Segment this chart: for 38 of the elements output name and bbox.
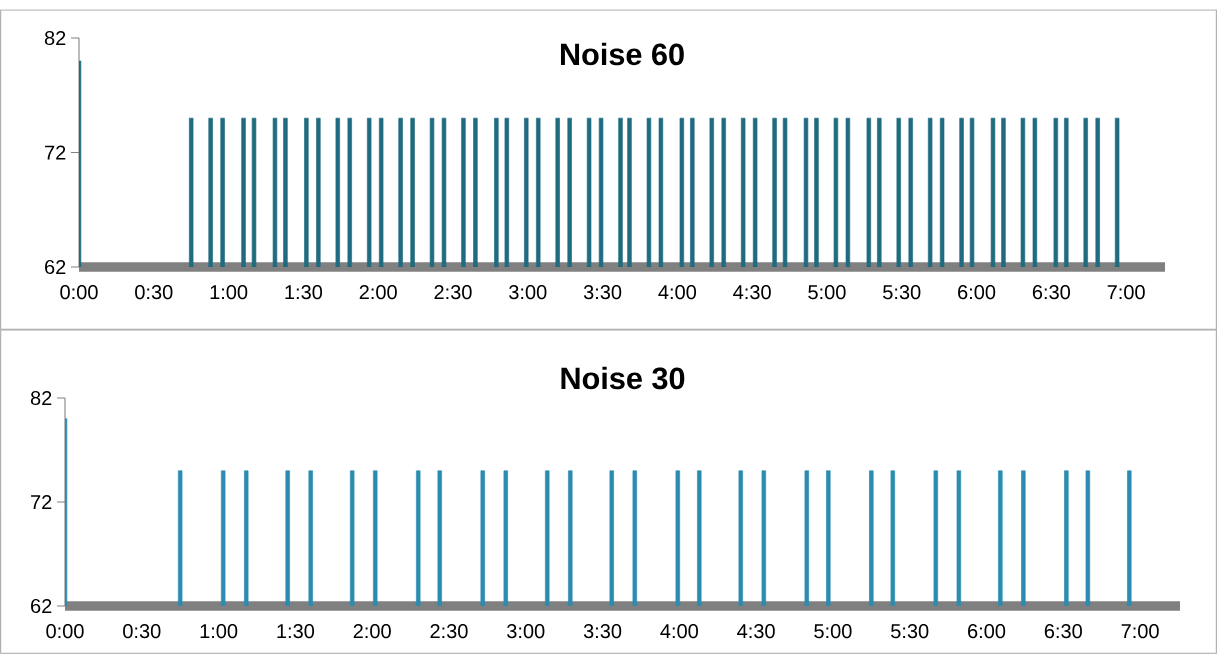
x-tick-label: 5:30	[891, 624, 929, 639]
x-tick-label: 4:00	[658, 285, 697, 300]
y-tick-label: 82	[44, 30, 66, 46]
y-tick-label: 72	[45, 145, 66, 160]
x-tick-label: 1:00	[200, 624, 238, 639]
x-tick-label: 2:30	[434, 285, 472, 300]
x-tick-label: 3:00	[507, 624, 545, 639]
y-tick-label: 62	[45, 259, 66, 275]
x-tick-label: 7:00	[1121, 624, 1159, 639]
x-tick-label: 3:30	[583, 624, 622, 639]
x-tick-label: 6:00	[958, 285, 996, 300]
x-tick-label: 5:00	[814, 624, 852, 639]
x-tick-label: 3:00	[509, 285, 547, 300]
y-tick-label: 82	[30, 390, 52, 406]
x-tick-label: 2:00	[359, 285, 397, 300]
x-tick-label: 6:00	[968, 624, 1006, 639]
y-tick-label: 72	[31, 495, 52, 509]
x-tick-label: 6:30	[1044, 624, 1082, 639]
x-tick-label: 0:30	[123, 624, 161, 639]
x-tick-label: 0:00	[46, 624, 84, 639]
chart-title: Noise 30	[561, 366, 685, 390]
x-tick-label: 6:30	[1032, 285, 1070, 300]
x-tick-label: 4:30	[737, 624, 775, 639]
y-tick-label: 62	[31, 598, 52, 614]
x-tick-label: 5:30	[883, 285, 921, 300]
x-tick-label: 4:00	[660, 624, 698, 639]
x-tick-label: 2:00	[353, 624, 391, 639]
x-tick-label: 1:00	[210, 285, 248, 300]
chart-title: Noise 60	[560, 42, 684, 66]
x-tick-label: 2:30	[430, 624, 468, 639]
x-tick-label: 4:30	[733, 285, 771, 300]
x-tick-label: 1:30	[285, 285, 323, 300]
x-tick-label: 7:00	[1107, 285, 1145, 300]
x-tick-label: 0:30	[135, 285, 173, 300]
x-tick-label: 0:00	[60, 285, 98, 300]
x-tick-label: 3:30	[583, 285, 622, 300]
x-tick-label: 1:30	[277, 624, 315, 639]
x-tick-label: 5:00	[808, 285, 846, 300]
